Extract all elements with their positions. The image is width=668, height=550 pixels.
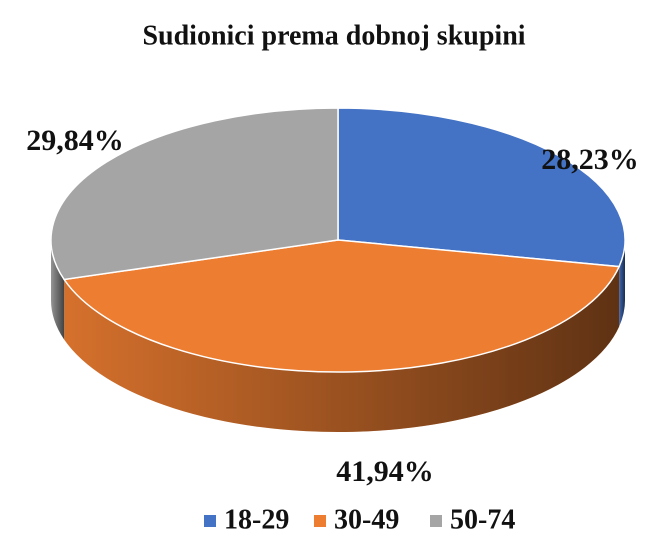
data-label: 41,94% (336, 455, 434, 488)
slice (50, 107, 339, 281)
legend-swatch (430, 515, 442, 527)
legend-label: 18-29 (224, 504, 289, 535)
slice (337, 107, 626, 268)
legend-swatch (204, 515, 216, 527)
side-shade (619, 240, 625, 327)
slice (62, 239, 621, 373)
data-label: 29,84% (26, 124, 124, 157)
side-shade (51, 240, 65, 340)
legend-label: 50-74 (450, 504, 515, 535)
chart-title: Sudionici prema dobnoj skupini (142, 20, 525, 51)
legend-label: 30-49 (334, 504, 399, 535)
legend-swatch (314, 515, 326, 527)
data-label: 28,23% (541, 143, 639, 176)
side-shade (64, 266, 620, 433)
